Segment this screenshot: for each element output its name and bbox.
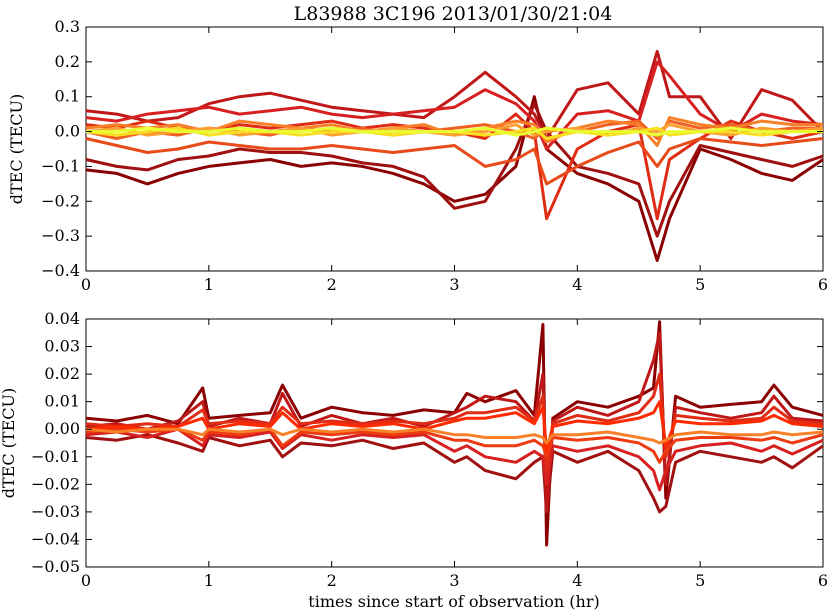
top-series-line-0 [85, 95, 824, 262]
bottom-xlabel: times since start of observation (hr) [308, 592, 599, 611]
top-ytick-label-6: −0.3 [41, 226, 80, 245]
bottom-xtick-label-5: 5 [695, 571, 705, 590]
top-series-line-5 [85, 137, 824, 186]
top-ticks: 0 1 2 3 4 5 6 0.3 0.2 0.1 0.0 −0.1 −0.2 −0.3 −0.4 [41, 17, 828, 294]
top-series-line-10 [86, 126, 823, 137]
bottom-series-line-5 [85, 427, 824, 464]
top-ylabel: dTEC (TECU) [7, 94, 26, 204]
top-ytick-label-5: −0.2 [41, 191, 80, 210]
top-ytick-label-3: 0.0 [55, 122, 80, 141]
bottom-ytick-label-4: 0.00 [44, 419, 80, 438]
top-xtick-label-0: 0 [81, 275, 91, 294]
bottom-ytick-label-6: −0.02 [31, 474, 80, 493]
top-xtick-label-2: 2 [327, 275, 337, 294]
bottom-ytick-label-2: 0.02 [44, 364, 80, 383]
top-series-group [85, 49, 825, 262]
top-ytick-label-0: 0.3 [55, 17, 80, 36]
top-ytick-label-7: −0.4 [41, 261, 80, 280]
top-xtick-label-4: 4 [572, 275, 582, 294]
top-xtick-label-6: 6 [818, 275, 828, 294]
bottom-ytick-label-1: 0.03 [44, 337, 80, 356]
bottom-xtick-label-3: 3 [449, 571, 459, 590]
bottom-series-line-0 [85, 320, 824, 547]
bottom-series-line-1 [85, 433, 824, 514]
bottom-ytick-label-9: −0.05 [31, 557, 80, 576]
bottom-xtick-label-2: 2 [327, 571, 337, 590]
top-series-line-2 [85, 49, 825, 140]
top-ytick-label-2: 0.1 [55, 87, 80, 106]
top-xtick-label-3: 3 [449, 275, 459, 294]
bottom-series-line-7 [85, 427, 824, 445]
bottom-xtick-label-6: 6 [818, 571, 828, 590]
bottom-ytick-label-5: −0.01 [31, 447, 80, 466]
top-xtick-label-1: 1 [204, 275, 214, 294]
top-ytick-label-4: −0.1 [41, 156, 80, 175]
bottom-ytick-label-8: −0.04 [31, 529, 80, 548]
bottom-xtick-label-1: 1 [204, 571, 214, 590]
top-series-line-1 [85, 102, 824, 238]
bottom-series-line-4 [85, 372, 824, 473]
bottom-ytick-label-7: −0.03 [31, 502, 80, 521]
bottom-xtick-label-4: 4 [572, 571, 582, 590]
bottom-ytick-label-0: 0.04 [44, 309, 80, 328]
bottom-ytick-label-3: 0.01 [44, 392, 80, 411]
bottom-ylabel: dTEC (TECU) [0, 388, 18, 498]
bottom-xtick-label-0: 0 [81, 571, 91, 590]
bottom-chart: 0 1 2 3 4 5 6 0.04 0.03 0.02 0.01 0.00 −0.01 −0.02 −0.… [0, 309, 828, 611]
bottom-ticks: 0 1 2 3 4 5 6 0.04 0.03 0.02 0.01 0.00 −0.01 −0.02 −0.… [31, 309, 828, 590]
bottom-series-group [85, 320, 824, 547]
bottom-series-line-6 [85, 400, 824, 453]
top-series-line-3 [85, 60, 824, 151]
chart-title: L83988 3C196 2013/01/30/21:04 [294, 3, 613, 25]
top-chart: 0 1 2 3 4 5 6 0.3 0.2 0.1 0.0 −0.1 −0.2 −0.3 −0.4 dTEC… [7, 17, 828, 294]
top-ytick-label-1: 0.2 [55, 52, 80, 71]
top-xtick-label-5: 5 [695, 275, 705, 294]
bottom-series-line-3 [85, 427, 824, 492]
bottom-plot-frame [85, 318, 824, 568]
